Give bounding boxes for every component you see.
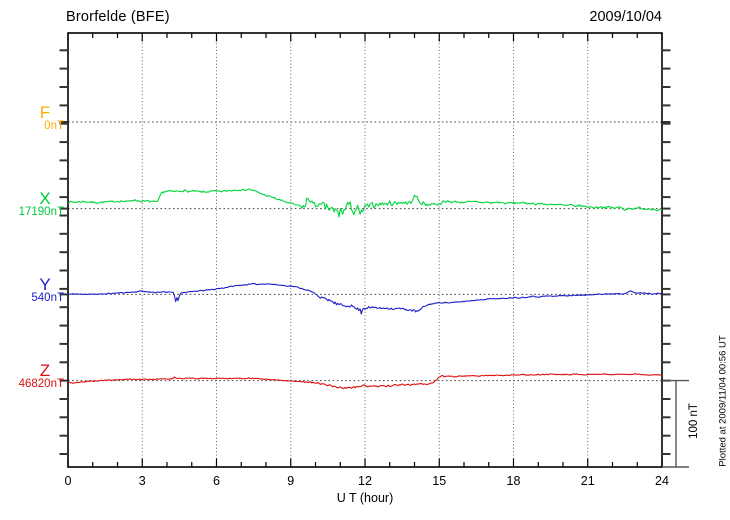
component-basevalue-F: 0nT bbox=[44, 120, 64, 132]
component-basevalue-Y: 540nT bbox=[31, 292, 64, 304]
x-tick-label: 12 bbox=[358, 474, 372, 488]
plotted-timestamp-note: Plotted at 2009/11/04 00:56 UT bbox=[717, 335, 729, 467]
curve-Y bbox=[67, 282, 663, 315]
curve-Z bbox=[67, 373, 663, 390]
component-basevalue-X: 17190nT bbox=[18, 206, 64, 218]
station-title: Brorfelde (BFE) bbox=[66, 9, 170, 25]
component-basevalue-Z: 46820nT bbox=[18, 378, 64, 390]
x-tick-label: 15 bbox=[432, 474, 447, 488]
scalebar-label: 100 nT bbox=[688, 403, 700, 439]
x-tick-label: 6 bbox=[213, 474, 220, 488]
component-label-Y: Y bbox=[39, 275, 51, 294]
component-label-Z: Z bbox=[39, 361, 51, 380]
x-axis-title: U T (hour) bbox=[336, 491, 394, 505]
x-tick-label: 0 bbox=[64, 474, 72, 488]
x-tick-label: 9 bbox=[287, 474, 295, 488]
curve-X bbox=[68, 188, 663, 218]
x-tick-label: 18 bbox=[506, 474, 521, 488]
x-tick-label: 3 bbox=[138, 474, 146, 488]
x-tick-label: 21 bbox=[580, 474, 595, 488]
x-tick-label: 24 bbox=[655, 474, 669, 488]
plot-date: 2009/10/04 bbox=[589, 9, 662, 25]
component-label-X: X bbox=[39, 189, 51, 208]
component-label-F: F bbox=[39, 103, 51, 122]
